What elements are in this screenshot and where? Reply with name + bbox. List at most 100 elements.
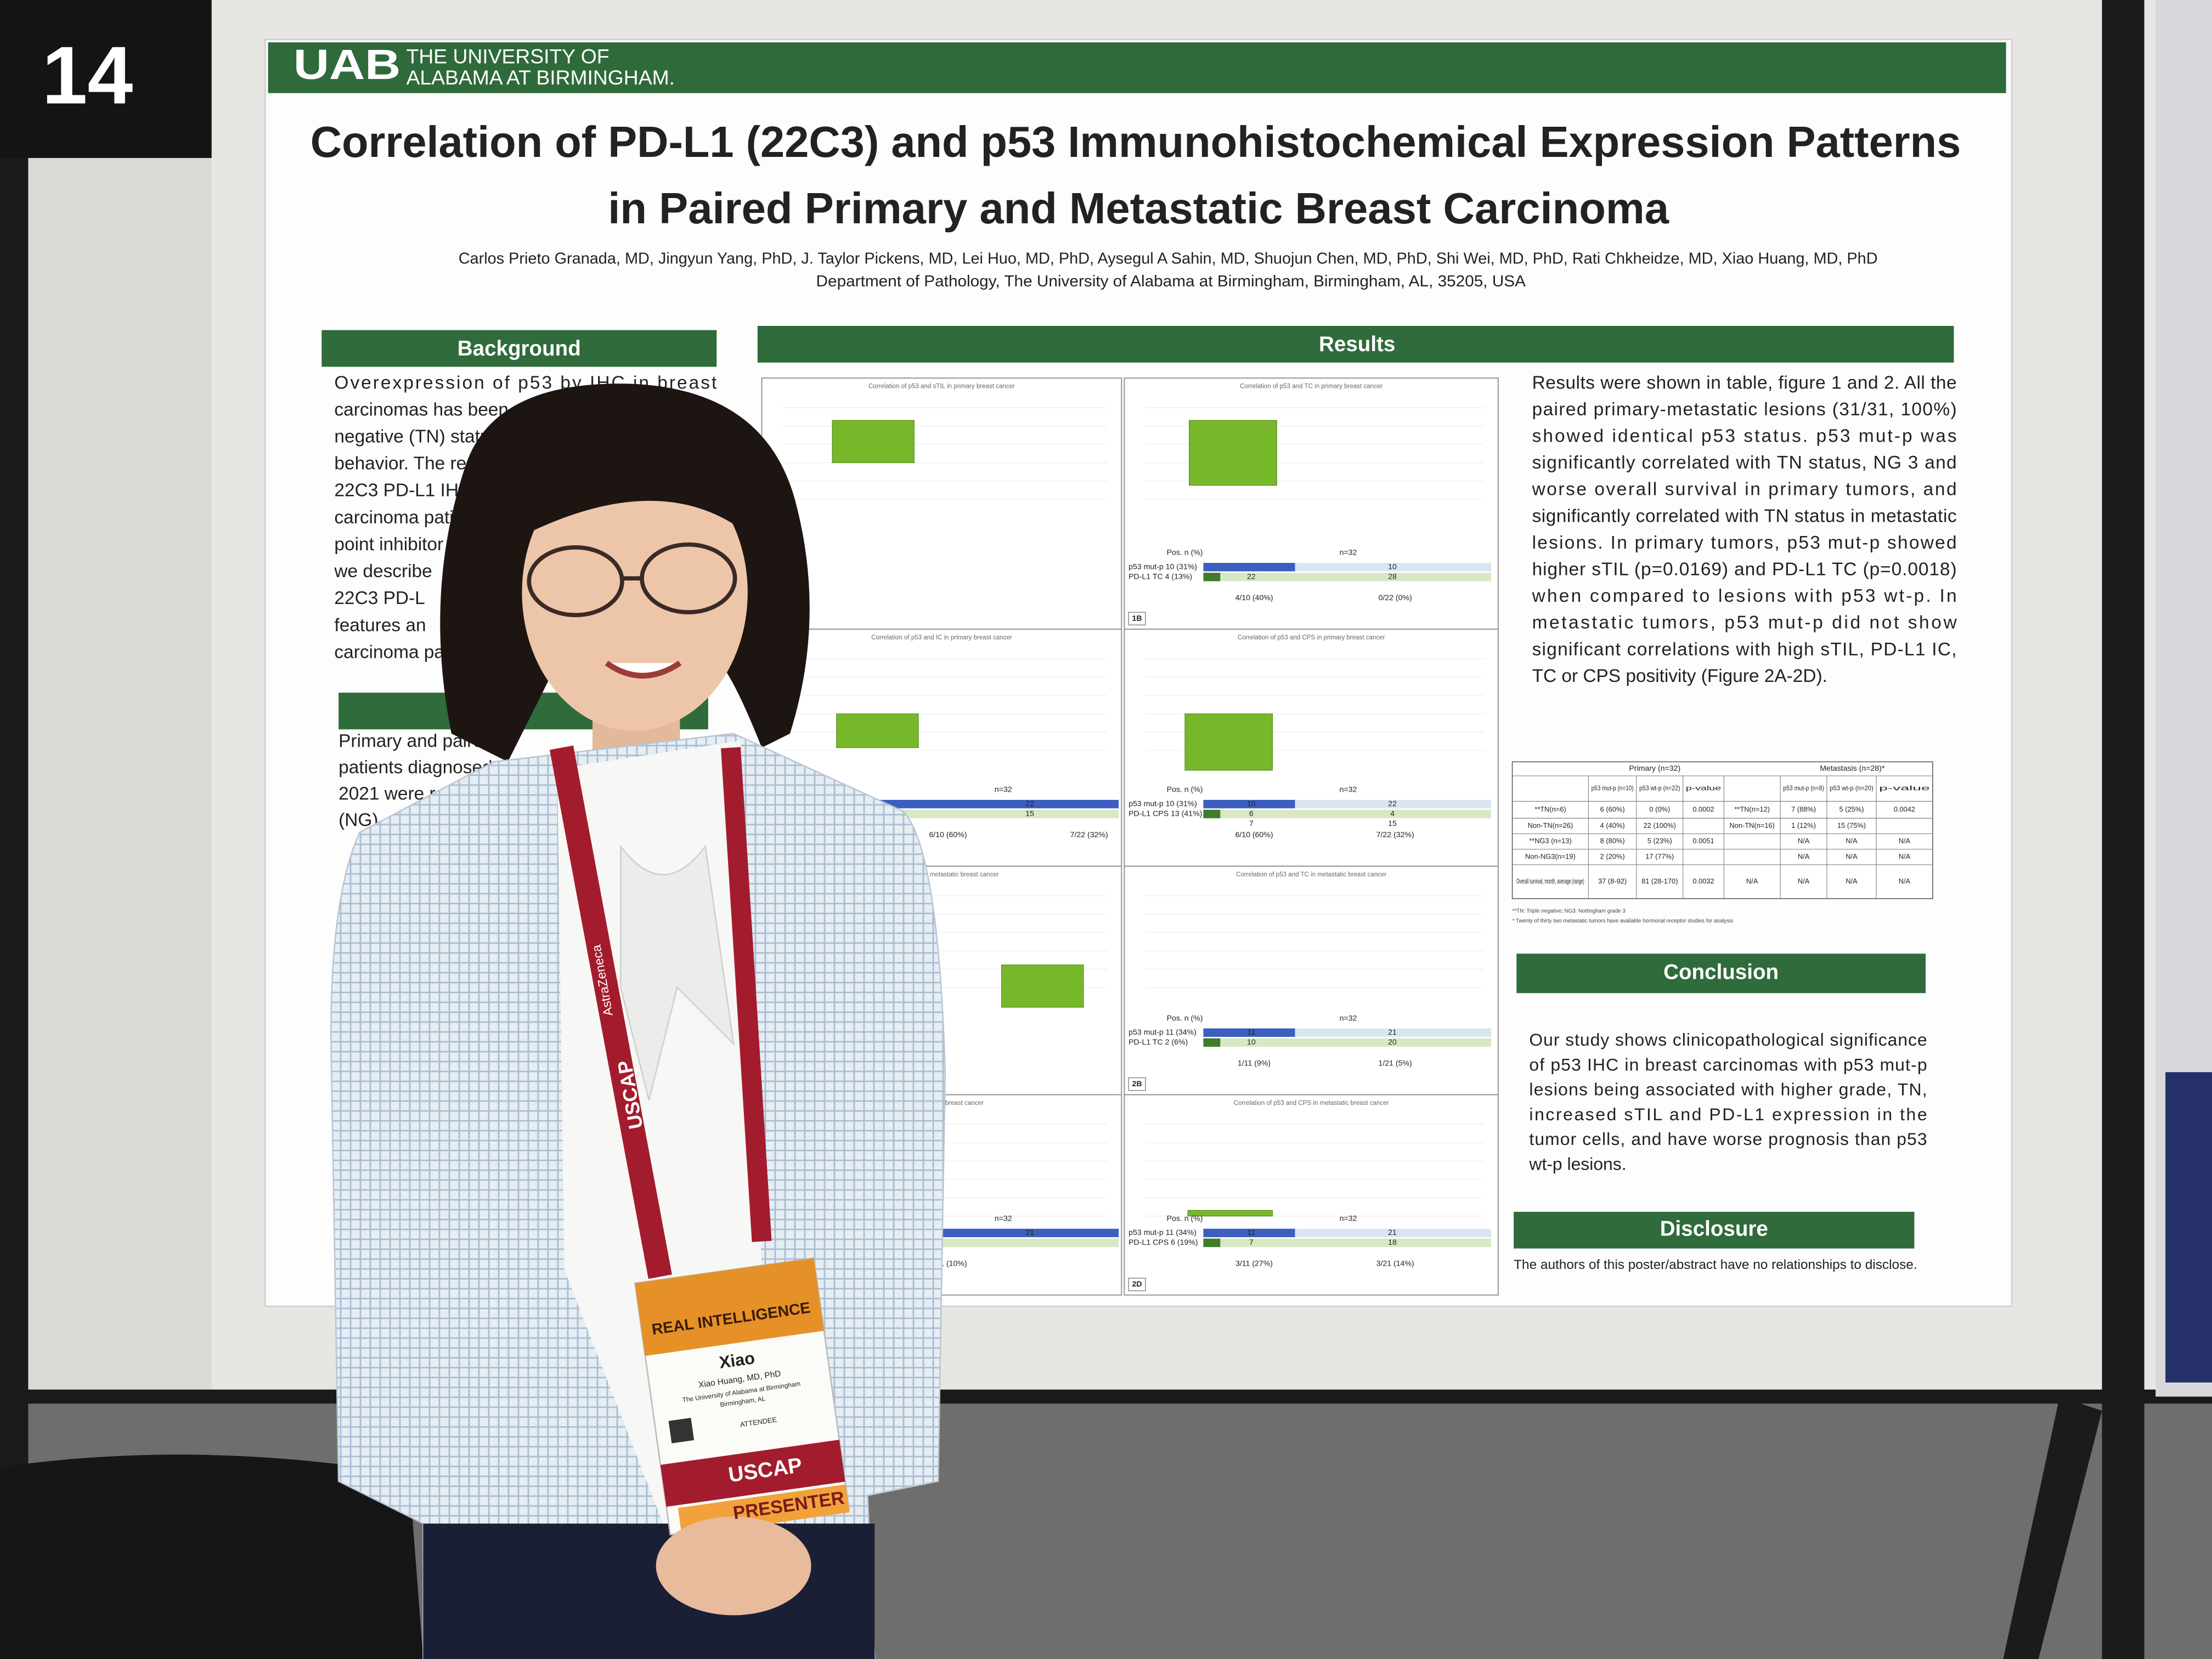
lanyard — [549, 745, 672, 1279]
table-cell: N/A — [1846, 853, 1858, 861]
table-bar — [1295, 563, 1491, 572]
table-ratio: 4/10 (40%) — [1235, 593, 1273, 602]
body-text: 22C3 PD-L — [334, 588, 425, 608]
table-bar — [1203, 1038, 1221, 1047]
body-text: negative (TN) status — [334, 426, 499, 447]
table-cell: 22 (100%) — [1644, 821, 1676, 830]
table-cell: N/A — [1798, 837, 1810, 845]
body-text: of p53 IHC in breast carcinomas with p53… — [1529, 1054, 1927, 1074]
table-cell: N/A — [1899, 877, 1911, 885]
table-legend: p53 mut-p 10 (31%) — [1128, 799, 1197, 808]
header-band — [268, 42, 2006, 93]
table-cell: 2 (20%) — [1600, 853, 1625, 861]
table-count: 10 — [1247, 1037, 1256, 1046]
trousers — [423, 1523, 875, 1659]
table-bar — [1295, 1228, 1491, 1238]
table-cell: Non-TN(n=16) — [1729, 821, 1774, 830]
table-count: 4 — [1390, 809, 1395, 817]
body-text: significant correlations with high sTIL,… — [1532, 639, 1957, 659]
table-header: n=32 — [1340, 1013, 1357, 1022]
table-count: 7 — [1249, 1238, 1254, 1246]
body-text: TC or CPS positivity (Figure 2A-2D). — [1532, 666, 1827, 686]
table-cell: 7 (88%) — [1791, 805, 1816, 813]
table-header: Pos. n (%) — [1167, 1013, 1203, 1022]
table-column-header: p53 mut-p (n=10) — [1592, 785, 1634, 792]
table-group-header: Primary (n=32) — [1629, 764, 1680, 772]
table-ratio: 1/21 (5%) — [1379, 1059, 1412, 1068]
panel-label: 2B — [1132, 1079, 1142, 1088]
section-heading: Disclosure — [1660, 1217, 1768, 1240]
table-bar — [1203, 573, 1491, 582]
figure-title: Correlation of p53 and CPS in primary br… — [1238, 634, 1385, 641]
panel-label-box — [1128, 1077, 1146, 1091]
body-text: behavior. The re — [334, 454, 466, 474]
table-count: 6 — [1249, 809, 1254, 817]
poster-title: in Paired Primary and Metastatic Breast … — [608, 184, 1669, 233]
table-cell: 8 (80%) — [1600, 837, 1625, 845]
badge — [634, 1257, 850, 1536]
table-cell: **TN(n=12) — [1734, 805, 1770, 813]
figure-panel — [1124, 377, 1499, 630]
table-cell: 0.0042 — [1894, 805, 1915, 813]
table-cell: N/A — [1846, 837, 1858, 845]
table-count: 10 — [1388, 562, 1397, 571]
table-cell: 81 (28-170) — [1641, 877, 1678, 885]
chair — [0, 1454, 424, 1659]
table-ratio: 3/11 (27%) — [1235, 1259, 1273, 1268]
box-plot — [1187, 1210, 1273, 1217]
table-bar — [1203, 573, 1221, 582]
institution-name: ALABAMA AT BIRMINGHAM. — [407, 66, 675, 89]
affiliation: Department of Pathology, The University … — [816, 272, 1526, 290]
table-legend: PD-L1 CPS 13 (41%) — [1128, 809, 1202, 817]
table-legend: p53 mut-p 10 (31%) — [1128, 562, 1197, 571]
table-bar — [1203, 1038, 1491, 1047]
booth-number: 14 — [42, 30, 133, 121]
table-legend: p53 mut-p 11 (34%) — [1128, 1228, 1197, 1237]
body-text: significantly correlated with TN status,… — [1532, 453, 1957, 473]
panel-label: 2D — [1132, 1279, 1142, 1288]
figure-panel — [1124, 628, 1499, 867]
hands — [656, 1516, 811, 1616]
poster-title: Correlation of PD-L1 (22C3) and p53 Immu… — [311, 117, 1961, 166]
table-count: 11 — [1248, 1028, 1256, 1036]
table-header: n=32 — [1340, 785, 1357, 794]
board-post-left — [0, 0, 29, 1468]
table-cell: 37 (8-92) — [1598, 877, 1627, 885]
table-count: 21 — [1388, 1228, 1397, 1237]
box-plot — [836, 713, 919, 748]
body-text: we describe — [334, 561, 432, 582]
box-plot — [1001, 964, 1084, 1008]
body-text: metastatic tumors, p53 mut-p did not sho… — [1532, 613, 1957, 633]
body-text: features an — [334, 615, 426, 635]
panel-label-box — [1128, 1278, 1146, 1291]
table-cell: 0.0051 — [1692, 837, 1714, 845]
body-text: tumor cells, and have worse prognosis th… — [1529, 1129, 1927, 1149]
box-plot — [1189, 420, 1277, 486]
table-cell: 0 (0%) — [1649, 805, 1670, 813]
booth-sign — [0, 0, 212, 158]
next-poster — [2165, 1072, 2212, 1383]
board-rail — [0, 1389, 2212, 1404]
table-header: n=32 — [1340, 1214, 1357, 1222]
figure-title: Correlation of p53 and CPS in metastatic… — [1234, 1100, 1389, 1107]
table-count: 21 — [1025, 1228, 1034, 1237]
glasses — [527, 545, 624, 618]
table-cell: 4 (40%) — [1600, 821, 1625, 830]
table-column-header: p-value — [1879, 785, 1931, 792]
smile — [605, 661, 682, 679]
table-cell: 5 (23%) — [1647, 837, 1672, 845]
body-text: significantly correlated with TN status … — [1532, 506, 1957, 526]
body-text: Our study shows clinicopathological sign… — [1529, 1030, 1927, 1049]
figure-title: Correlation of p53 and TC in metastatic … — [1236, 871, 1386, 878]
table-header: n=32 — [995, 785, 1012, 794]
table-header: Pos. n (%) — [1167, 785, 1203, 794]
table-count: 21 — [1388, 1028, 1397, 1036]
table-header: Pos. n (%) — [1167, 548, 1203, 557]
person — [330, 383, 946, 1659]
table-count: 20 — [1388, 1037, 1397, 1046]
table-cell: N/A — [1798, 853, 1810, 861]
section-bar — [1514, 1211, 1915, 1249]
section-bar — [1516, 953, 1926, 994]
table-bar — [846, 800, 1119, 809]
